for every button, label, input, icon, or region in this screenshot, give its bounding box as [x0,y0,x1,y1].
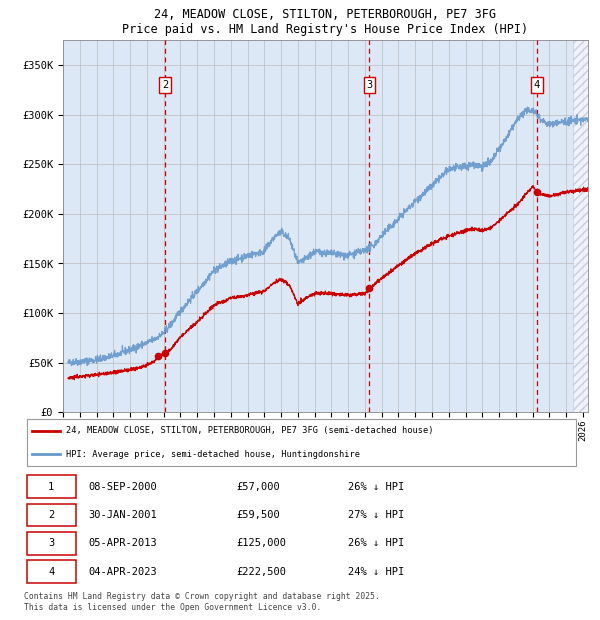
Text: 3: 3 [366,80,373,90]
Text: 2: 2 [162,80,168,90]
Bar [573,40,588,412]
Text: 3: 3 [48,538,55,548]
Text: 08-SEP-2000: 08-SEP-2000 [88,482,157,492]
FancyBboxPatch shape [27,476,76,498]
Text: 1: 1 [48,482,55,492]
Text: 27% ↓ HPI: 27% ↓ HPI [347,510,404,520]
Text: HPI: Average price, semi-detached house, Huntingdonshire: HPI: Average price, semi-detached house,… [66,450,360,459]
Text: 04-APR-2023: 04-APR-2023 [88,567,157,577]
Text: 26% ↓ HPI: 26% ↓ HPI [347,538,404,548]
FancyBboxPatch shape [27,560,76,583]
Text: 24, MEADOW CLOSE, STILTON, PETERBOROUGH, PE7 3FG (semi-detached house): 24, MEADOW CLOSE, STILTON, PETERBOROUGH,… [66,427,433,435]
Text: £125,000: £125,000 [236,538,286,548]
Text: £57,000: £57,000 [236,482,280,492]
Bar [573,40,588,412]
Text: 4: 4 [48,567,55,577]
Text: £222,500: £222,500 [236,567,286,577]
Text: £59,500: £59,500 [236,510,280,520]
Title: 24, MEADOW CLOSE, STILTON, PETERBOROUGH, PE7 3FG
Price paid vs. HM Land Registry: 24, MEADOW CLOSE, STILTON, PETERBOROUGH,… [122,8,529,37]
FancyBboxPatch shape [27,503,76,526]
Text: 2: 2 [48,510,55,520]
FancyBboxPatch shape [27,532,76,555]
Text: 26% ↓ HPI: 26% ↓ HPI [347,482,404,492]
Text: 05-APR-2013: 05-APR-2013 [88,538,157,548]
Text: 4: 4 [534,80,540,90]
Text: 24% ↓ HPI: 24% ↓ HPI [347,567,404,577]
Text: 30-JAN-2001: 30-JAN-2001 [88,510,157,520]
FancyBboxPatch shape [27,419,577,466]
Text: Contains HM Land Registry data © Crown copyright and database right 2025.
This d: Contains HM Land Registry data © Crown c… [24,592,380,611]
